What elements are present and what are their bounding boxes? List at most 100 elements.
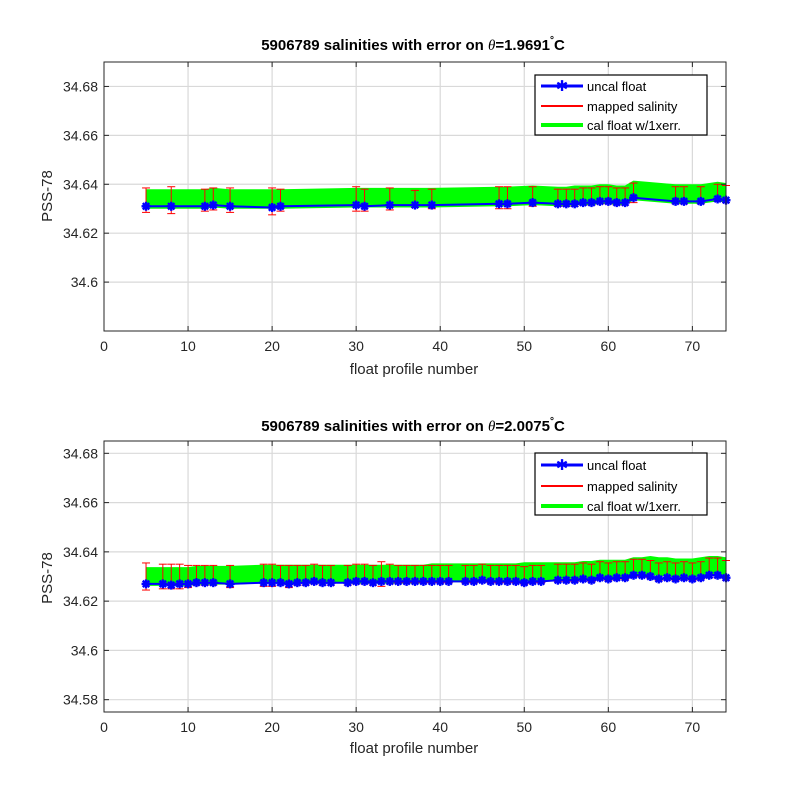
- uncal-float-point: [208, 200, 218, 210]
- uncal-float-point: [267, 578, 277, 588]
- x-tick-label: 70: [685, 719, 701, 735]
- y-axis-label-1: PSS-78: [39, 170, 56, 222]
- uncal-float-point: [654, 574, 664, 584]
- x-tick-label: 50: [516, 338, 532, 354]
- uncal-float-point: [200, 201, 210, 211]
- uncal-float-point: [360, 201, 370, 211]
- uncal-float-point: [259, 578, 269, 588]
- uncal-float-point: [225, 201, 235, 211]
- y-tick-label: 34.6: [71, 642, 98, 658]
- uncal-float-point: [166, 201, 176, 211]
- x-tick-label: 40: [432, 338, 448, 354]
- x-axis-label-2: float profile number: [350, 740, 478, 757]
- uncal-float-point: [502, 199, 512, 209]
- uncal-float-point: [360, 576, 370, 586]
- uncal-float-point: [183, 579, 193, 589]
- x-tick-label: 40: [432, 719, 448, 735]
- uncal-float-point: [713, 570, 723, 580]
- uncal-float-point: [284, 579, 294, 589]
- uncal-float-point: [687, 574, 697, 584]
- uncal-float-point: [553, 575, 563, 585]
- uncal-float-point: [410, 200, 420, 210]
- uncal-float-point: [276, 578, 286, 588]
- y-tick-label: 34.6: [71, 274, 98, 290]
- y-tick-label: 34.66: [63, 127, 98, 143]
- plot-area-2: 0 10 20 30 40 50 60 70 34.58 34.6 34.62 34.64 34.66 3…: [63, 440, 731, 735]
- x-tick-label: 0: [100, 338, 108, 354]
- uncal-float-point: [629, 570, 639, 580]
- x-tick-label: 60: [601, 338, 617, 354]
- uncal-float-point: [603, 196, 613, 206]
- uncal-float-point: [444, 576, 454, 586]
- uncal-float-point: [536, 576, 546, 586]
- uncal-float-point: [469, 576, 479, 586]
- uncal-float-point: [620, 573, 630, 583]
- uncal-float-point: [528, 198, 538, 208]
- uncal-float-point: [276, 201, 286, 211]
- y-tick-label: 34.66: [63, 495, 98, 511]
- chart-panel-2: 5906789 salinities with error on θ=2.007…: [39, 416, 731, 757]
- uncal-float-point: [343, 578, 353, 588]
- uncal-float-point: [477, 575, 487, 585]
- uncal-float-point: [511, 576, 521, 586]
- uncal-float-point: [561, 575, 571, 585]
- uncal-float-point: [679, 573, 689, 583]
- uncal-float-line: [146, 196, 727, 209]
- chart-panel-1: 5906789 salinities with error on θ=1.969…: [39, 35, 731, 378]
- uncal-float-point: [309, 576, 319, 586]
- uncal-float-point: [620, 198, 630, 208]
- uncal-float-point: [519, 578, 529, 588]
- uncal-float-point: [528, 576, 538, 586]
- uncal-float-point: [427, 200, 437, 210]
- uncal-float-point: [679, 196, 689, 206]
- uncal-float-point: [393, 576, 403, 586]
- legend-1: ✱ uncal float mapped salinity cal float …: [534, 74, 708, 136]
- uncal-float-point: [410, 576, 420, 586]
- y-axis-label-2: PSS-78: [39, 552, 56, 604]
- uncal-float-point: [578, 574, 588, 584]
- x-tick-label: 50: [516, 719, 532, 735]
- uncal-float-point: [191, 578, 201, 588]
- chart-title-2: 5906789 salinities with error on θ=2.007…: [261, 416, 565, 435]
- uncal-float-point: [418, 576, 428, 586]
- legend-uncal-label-2: uncal float: [587, 458, 647, 473]
- legend-uncal-marker-1: ✱: [556, 77, 569, 95]
- legend-2: ✱ uncal float mapped salinity cal float …: [534, 452, 708, 516]
- uncal-float-point: [587, 198, 597, 208]
- uncal-float-point: [561, 199, 571, 209]
- uncal-float-point: [486, 576, 496, 586]
- uncal-float-point: [494, 199, 504, 209]
- uncal-float-point: [292, 578, 302, 588]
- uncal-float-point: [385, 200, 395, 210]
- uncal-float-point: [385, 576, 395, 586]
- uncal-float-point: [141, 579, 151, 589]
- uncal-float-point: [318, 578, 328, 588]
- chart-title-1: 5906789 salinities with error on θ=1.969…: [261, 35, 565, 54]
- uncal-float-point: [637, 570, 647, 580]
- uncal-float-point: [200, 578, 210, 588]
- legend-cal-label-2: cal float w/1xerr.: [587, 499, 681, 514]
- uncal-float-point: [553, 199, 563, 209]
- legend-mapped-label-1: mapped salinity: [587, 99, 678, 114]
- uncal-float-point: [612, 198, 622, 208]
- uncal-float-point: [704, 570, 714, 580]
- uncal-float-point: [570, 575, 580, 585]
- x-tick-label: 0: [100, 719, 108, 735]
- uncal-float-point: [696, 573, 706, 583]
- uncal-float-point: [570, 199, 580, 209]
- uncal-float-point: [502, 576, 512, 586]
- uncal-float-point: [595, 196, 605, 206]
- uncal-float-point: [460, 576, 470, 586]
- uncal-float-point: [175, 579, 185, 589]
- x-tick-label: 10: [180, 719, 196, 735]
- uncal-float-point: [326, 578, 336, 588]
- x-tick-label: 70: [685, 338, 701, 354]
- y-tick-label: 34.62: [63, 225, 98, 241]
- uncal-float-point: [671, 196, 681, 206]
- uncal-float-point: [662, 573, 672, 583]
- y-tick-label: 34.64: [63, 176, 98, 192]
- uncal-float-point: [696, 196, 706, 206]
- x-tick-label: 20: [264, 338, 280, 354]
- uncal-float-point: [225, 579, 235, 589]
